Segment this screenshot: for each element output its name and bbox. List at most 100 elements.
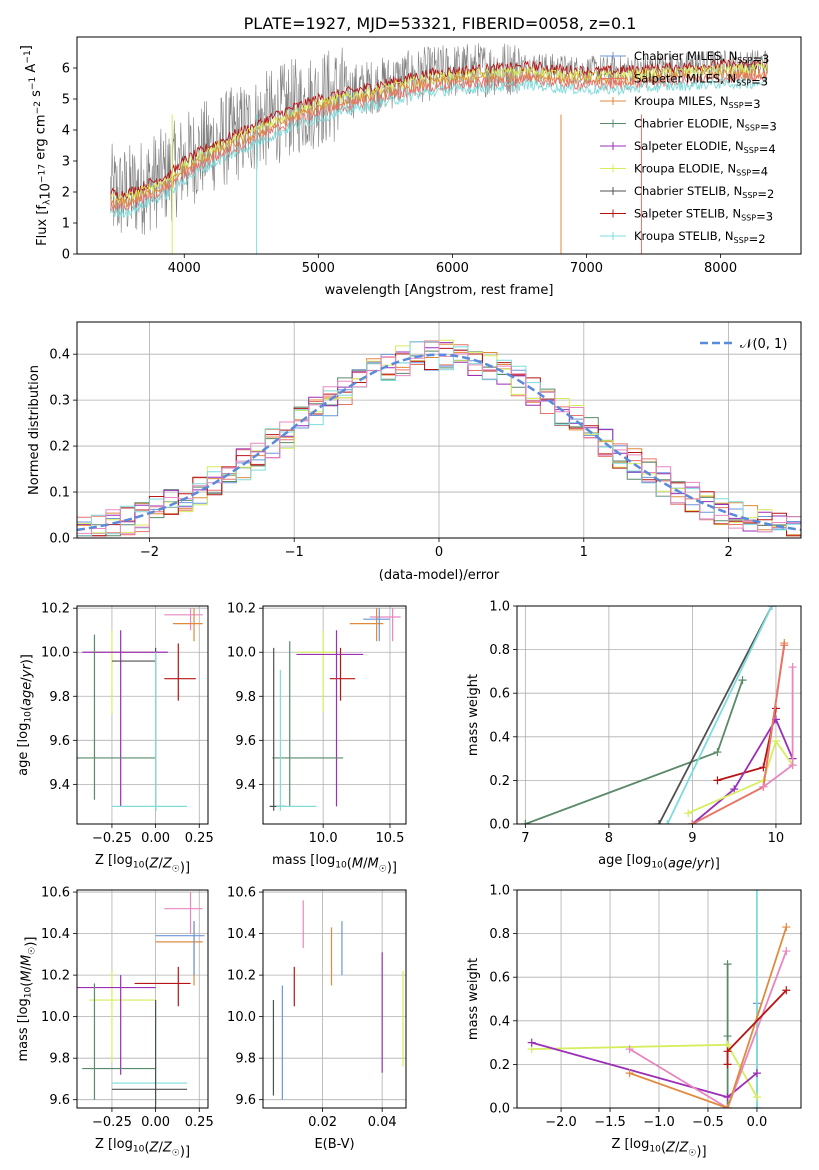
histogram-frame	[76, 321, 802, 539]
mass_weight_vs_age-marker-kroupa_elodie	[771, 737, 780, 746]
mass_vs_Z-xtick-label: −0.25	[92, 1115, 132, 1130]
mass_vs_Z-frame	[76, 889, 209, 1109]
histogram-step-pink	[77, 340, 801, 538]
mass_vs_Z-ytick-label: 10.0	[41, 1010, 70, 1025]
clip-spec-group	[110, 43, 768, 254]
spectrum-legend-label: Salpeter STELIB, NSSP=3	[634, 207, 773, 224]
mass_vs_Z-ytick-label: 10.4	[41, 927, 70, 942]
spectrum-legend-label-part: =4	[751, 165, 768, 179]
mw-age-xlabel-part: yr	[696, 857, 712, 872]
mw-age-xlabel-part: /	[692, 857, 697, 872]
age-mass-xlabel-part: )]	[387, 860, 397, 875]
mass_vs_Z-ytick-label: 10.6	[41, 886, 70, 901]
spectrum-legend-label-part: =3	[751, 75, 768, 89]
mass_weight_vs_Z-line-salpeter_elodie	[531, 1041, 758, 1099]
spectrum-ytick-label: 3	[62, 155, 70, 170]
mass_weight_vs_age-marker-kroupa_stelib	[663, 820, 672, 824]
mw-Z-xlabel-part: )]	[696, 1144, 706, 1159]
mass_vs_ebv-ytick-label: 9.6	[235, 1093, 256, 1108]
spectrum-ytick-label: 0	[62, 248, 70, 263]
age_vs_Z-ytick-label: 10.0	[41, 646, 70, 661]
histogram-xtick-label: −1	[285, 545, 304, 560]
mass_weight_vs_age-xtick-label: 8	[605, 831, 613, 846]
age-Z-xlabel-part: 10	[133, 861, 145, 871]
spectrum-legend-label-part: Salpeter MILES, N	[634, 72, 736, 86]
mass_weight_vs_Z-ytick-label: 0.0	[489, 1102, 510, 1117]
spectrum-legend-label-part: Kroupa ELODIE, N	[634, 162, 736, 176]
age_vs_mass-xtick-label: 10.0	[309, 831, 338, 846]
spectrum-xtick-label: 8000	[704, 261, 737, 276]
mass_weight_vs_Z-marker-kroupa_miles	[782, 923, 791, 932]
mass_weight_vs_age-ytick-label: 0.2	[489, 774, 510, 789]
mass_weight_vs_age-marker-salpeter_miles	[688, 820, 697, 824]
age-Z-ylabel: age [log10(age/yr)]	[16, 654, 35, 776]
mass_weight_vs_age-line-chabrier_elodie	[525, 679, 744, 824]
mass_weight_vs_Z-marker-pink	[782, 947, 791, 956]
mass_weight_vs_age-marker-salpeter_miles	[780, 641, 789, 650]
histogram-xtick-label: 0	[435, 545, 443, 560]
mass_vs_Z-xtick-label: 0.00	[141, 1115, 170, 1130]
spectrum-xlabel: wavelength [Angstrom, rest frame]	[325, 283, 554, 298]
age-Z-xlabel-part: )]	[180, 860, 190, 875]
mass_weight_vs_Z-xtick-label: −1.0	[643, 1115, 675, 1130]
age-Z-xlabel: Z [log10(Z/Z☉)]	[95, 853, 190, 875]
mass_weight_vs_age-line-kroupa_stelib	[666, 606, 773, 824]
age-mass-xlabel-part: (	[347, 857, 352, 872]
mw-age-xlabel: age [log10(age/yr)]	[598, 853, 720, 872]
mass_weight_vs_age-marker-kroupa_stelib	[767, 606, 776, 610]
mass_weight_vs_age-marker-chabrier_elodie	[738, 676, 747, 685]
spectrum-legend-label-part: Salpeter ELODIE, N	[634, 139, 744, 153]
mass_vs_Z-ytick-label: 9.8	[49, 1052, 70, 1067]
age_vs_mass-xtick-label: 10.5	[375, 831, 404, 846]
age_vs_Z-frame	[76, 605, 209, 825]
mass_vs_ebv-xtick-label: 0.02	[308, 1115, 337, 1130]
mass_weight_vs_Z-marker-kroupa_miles	[723, 1104, 732, 1108]
age-Z-ylabel-part: /	[20, 677, 35, 682]
spectrum-xtick-label: 6000	[436, 261, 469, 276]
mass_weight_vs_age-marker-pink	[759, 782, 768, 791]
mass_weight_vs_Z-ytick-label: 0.6	[489, 971, 510, 986]
age_vs_Z-ytick-label: 9.6	[49, 734, 70, 749]
mass-Z-ylabel-part: M	[20, 970, 35, 981]
mass_weight_vs_age-marker-kroupa_elodie	[684, 809, 693, 818]
spectrum-model-kroupa_stelib	[110, 76, 768, 219]
mass_weight_vs_age-ytick-label: 1.0	[489, 600, 510, 615]
mass_weight_vs_age-xtick-label: 9	[688, 831, 696, 846]
mass_weight_vs_age-frame	[516, 605, 802, 825]
spectrum-frame	[76, 36, 802, 255]
age-Z-ylabel-part: age [log	[16, 723, 31, 776]
mass-Z-xlabel-part: ☉	[172, 1148, 180, 1158]
mass_vs_Z-ytick-label: 9.6	[49, 1093, 70, 1108]
age-Z-xlabel-part: ☉	[172, 864, 180, 874]
mass-ebv-xlabel: E(B-V)	[314, 1137, 354, 1152]
mw-Z-xlabel-part: /	[675, 1141, 680, 1156]
age_vs_mass-ytick-label: 10.2	[227, 602, 256, 617]
mass-Z-ylabel: mass [log10(M/M☉)]	[16, 937, 38, 1062]
mass_weight_vs_age-marker-salpeter_stelib	[713, 776, 722, 785]
mass_weight_vs_Z-line-kroupa_miles	[629, 926, 788, 1108]
mass_vs_ebv-ytick-label: 10.4	[227, 927, 256, 942]
age-mass-xlabel-part: ☉	[379, 864, 387, 874]
mw-Z-xlabel: Z [log10(Z/Z☉)]	[611, 1137, 706, 1159]
age-mass-xlabel: mass [log10(M/M☉)]	[272, 853, 397, 875]
histogram-ytick-label: 0.1	[49, 486, 70, 501]
mw-Z-xlabel-part: Z [log	[611, 1137, 649, 1152]
age_vs_mass-ytick-label: 9.6	[235, 734, 256, 749]
mass_weight_vs_Z-line-pink	[629, 950, 788, 1108]
spectrum-legend-label: Salpeter MILES, NSSP=3	[634, 72, 768, 89]
spectrum-ytick-label: 1	[62, 217, 70, 232]
mw-age-xlabel-part: age	[668, 857, 692, 872]
mass-Z-xlabel: Z [log10(Z/Z☉)]	[95, 1137, 190, 1159]
mass_weight_vs_Z-ytick-label: 0.2	[489, 1058, 510, 1073]
age-Z-xlabel-part: Z [log	[95, 853, 133, 868]
mass-Z-ylabel-part: 10	[24, 987, 34, 999]
mass_vs_ebv-ytick-label: 10.2	[227, 969, 256, 984]
mass_vs_ebv-ytick-label: 10.6	[227, 886, 256, 901]
spectrum-legend-label-part: SSP	[742, 191, 757, 200]
spectrum-legend-label-part: SSP	[737, 56, 752, 65]
age_vs_Z-ytick-label: 9.4	[49, 778, 70, 793]
age_vs_Z-ytick-label: 10.2	[41, 602, 70, 617]
age-Z-ylabel-part: age	[20, 682, 35, 706]
mass_weight_vs_Z-xtick-label: 0.0	[747, 1115, 768, 1130]
mass_weight_vs_Z-marker-chabrier_elodie	[723, 960, 732, 969]
